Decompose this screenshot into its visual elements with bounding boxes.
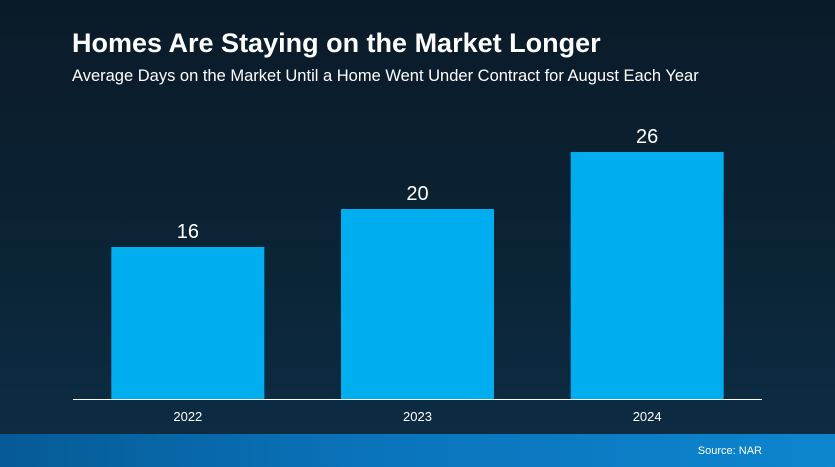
category-label-2023: 2023 [403, 409, 432, 424]
value-label-2024: 26 [636, 126, 658, 148]
category-label-2024: 2024 [633, 409, 662, 424]
category-label-2022: 2022 [173, 409, 202, 424]
chart-subtitle: Average Days on the Market Until a Home … [72, 67, 699, 85]
value-label-2023: 20 [406, 183, 428, 205]
footer-band: Source: NAR [0, 434, 835, 467]
bars-group [111, 152, 724, 399]
chart-title: Homes Are Staying on the Market Longer [72, 28, 601, 58]
bar-2022 [111, 247, 265, 399]
bar-2023 [341, 209, 494, 399]
bar-chart: 16 2022 20 2023 26 2024 [111, 126, 724, 424]
source-note: Source: NAR [697, 445, 762, 457]
labels-group: 16 2022 20 2023 26 2024 [173, 126, 661, 424]
value-label-2022: 16 [177, 221, 199, 243]
bar-2024 [570, 152, 724, 399]
